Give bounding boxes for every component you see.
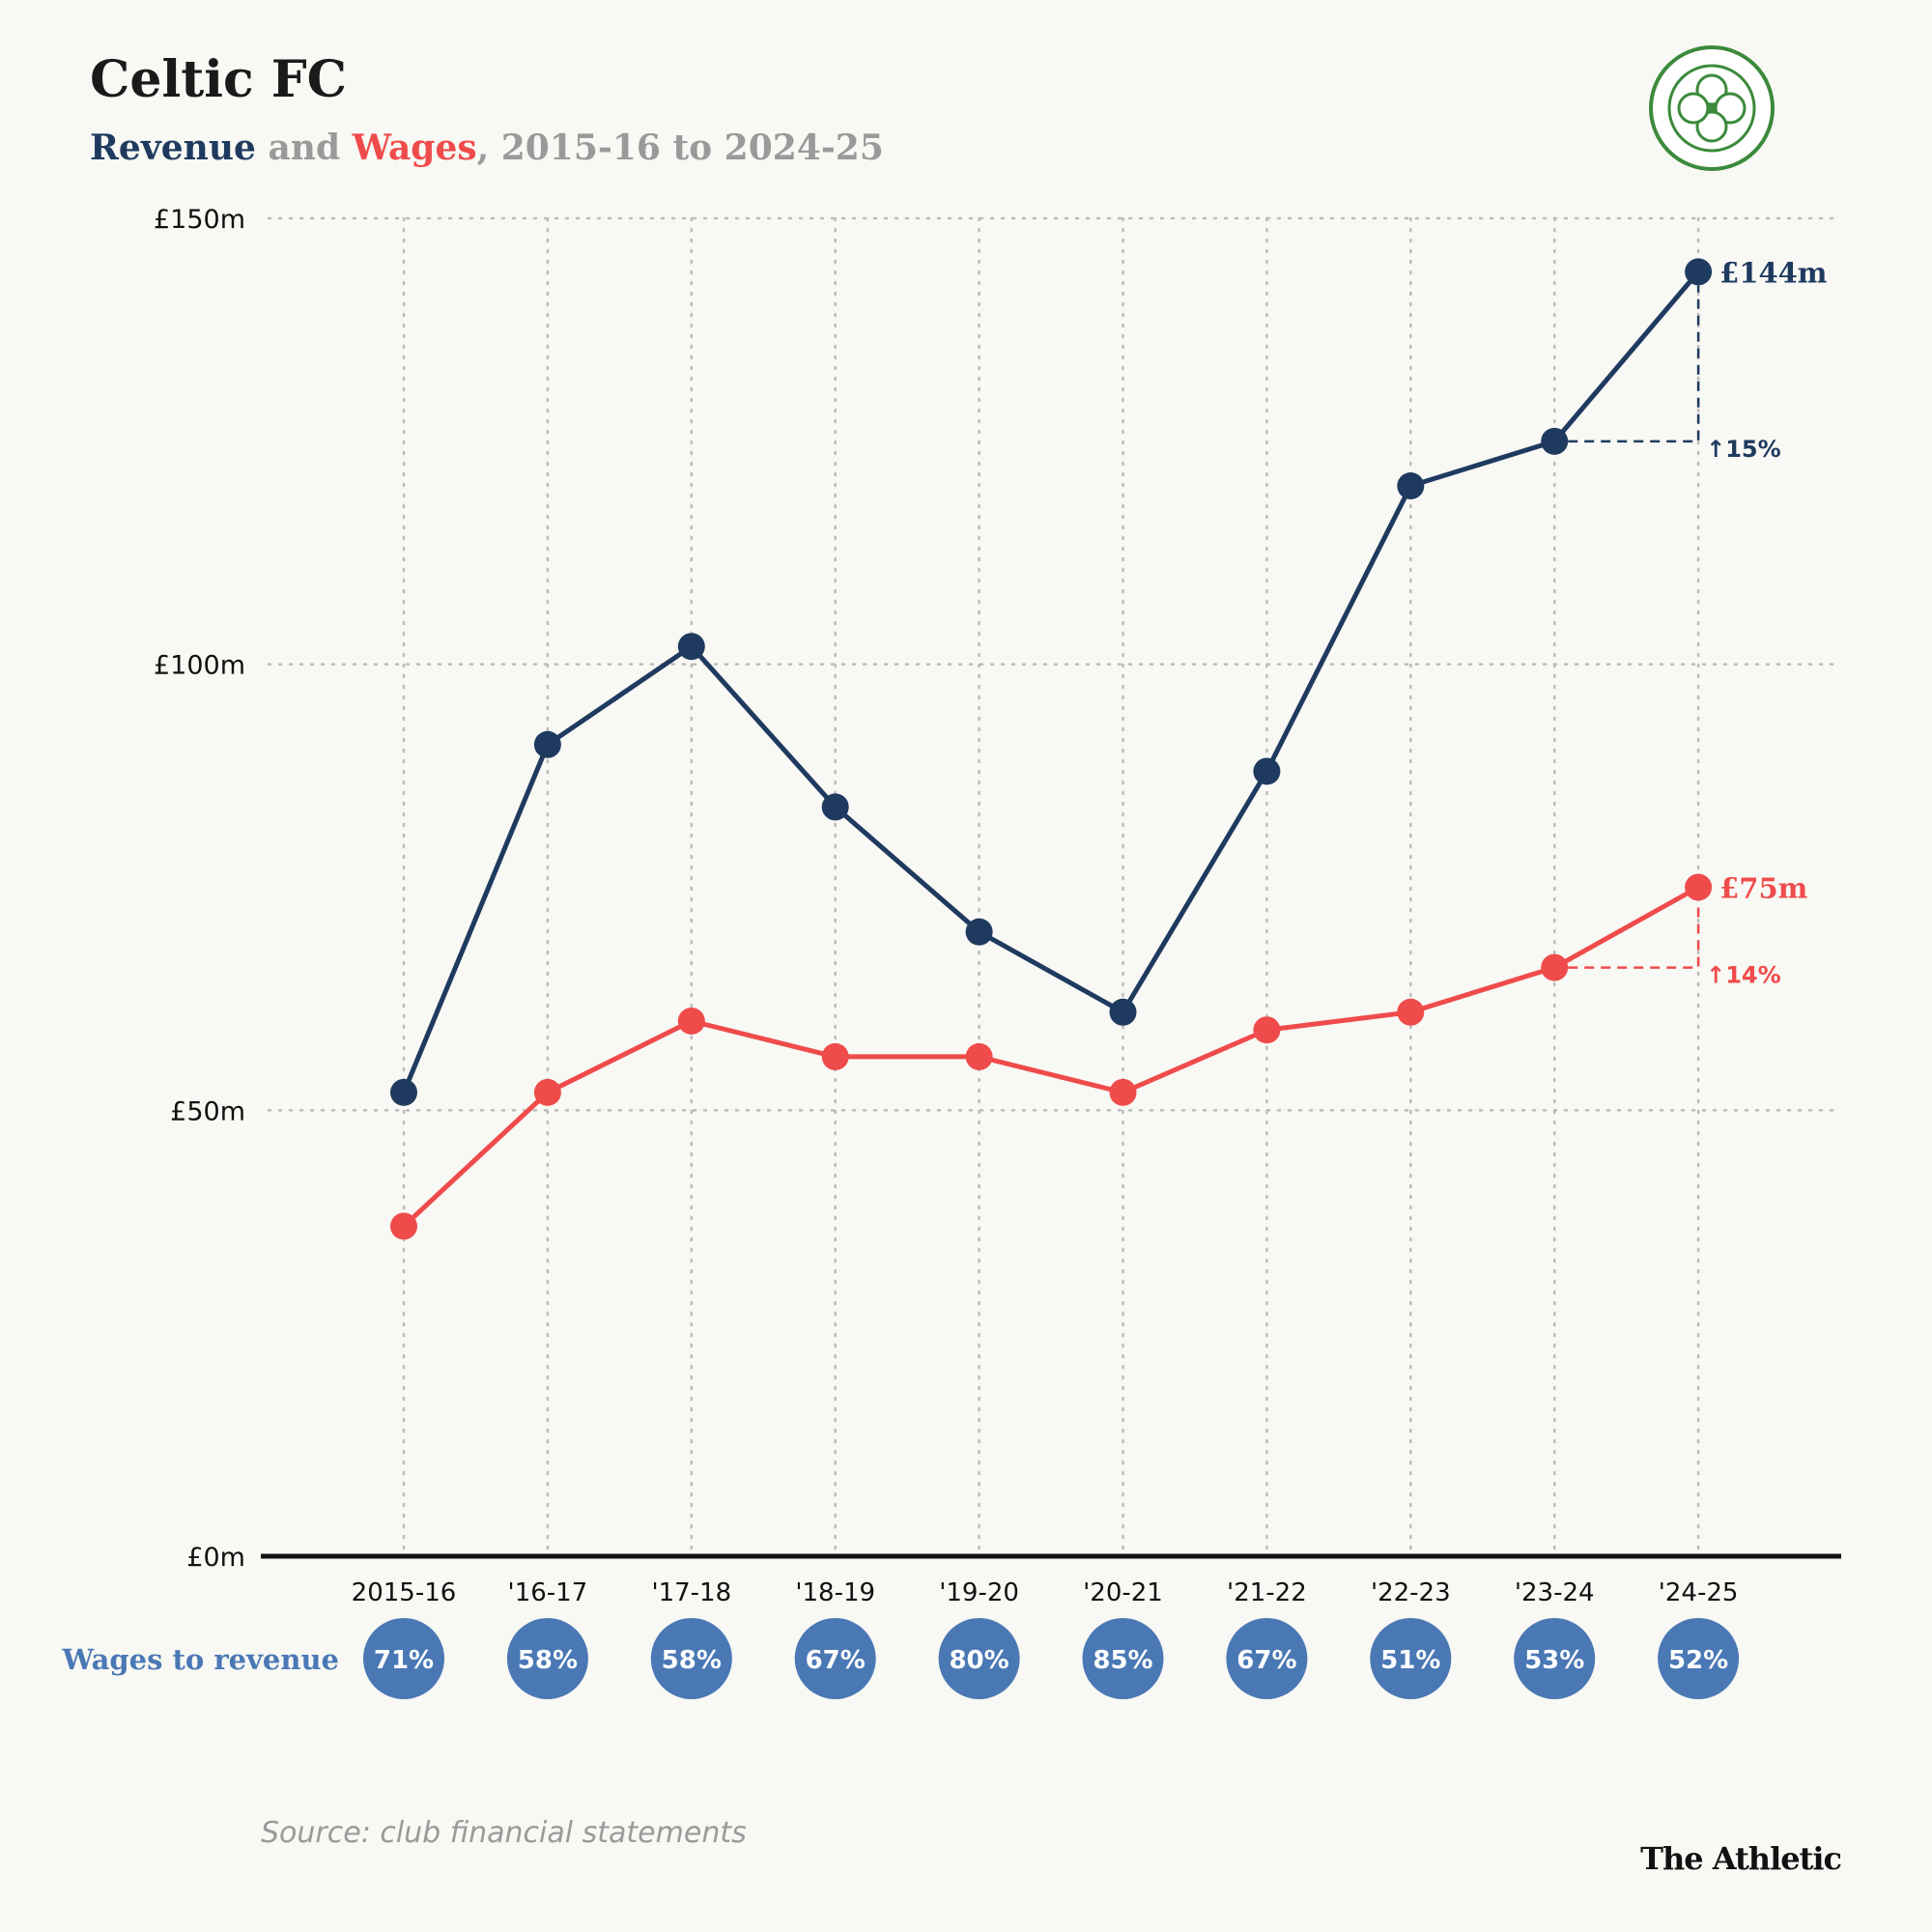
ratio-badge-value: 67% [806, 1646, 866, 1675]
brand-logo-text: The Athletic [1640, 1840, 1842, 1877]
revenue-change-label: ↑15% [1706, 436, 1781, 463]
revenue-point [533, 730, 561, 758]
x-tick-label: '24-25 [1659, 1578, 1739, 1607]
subtitle-revenue: Revenue [90, 128, 256, 168]
wages-point [1541, 953, 1569, 981]
revenue-point [821, 793, 849, 821]
wages-end-label: £75m [1719, 872, 1808, 905]
ratio-badge-value: 58% [662, 1646, 722, 1675]
ratio-badge [363, 1618, 444, 1699]
y-tick-label: £0m [186, 1543, 245, 1573]
ratio-badge-value: 67% [1236, 1646, 1296, 1675]
subtitle-range: , 2015-16 to 2024-25 [476, 128, 884, 168]
ratio-badge [794, 1618, 876, 1699]
revenue-change-bracket [1568, 285, 1700, 443]
revenue-point [390, 1078, 417, 1106]
revenue-point [965, 918, 993, 946]
ratio-badge [938, 1618, 1020, 1699]
ratio-badge-value: 80% [949, 1646, 1009, 1675]
ratio-badge [1514, 1618, 1596, 1699]
ratio-badge [1658, 1618, 1740, 1699]
revenue-line [401, 270, 1701, 1094]
wages-point [1397, 998, 1425, 1026]
ratio-badge-value: 53% [1524, 1646, 1584, 1675]
ratio-badge [1082, 1618, 1164, 1699]
ratio-badge [506, 1618, 588, 1699]
wages-line [402, 885, 1700, 1229]
celtic-crest-logo [1649, 45, 1775, 171]
wages-point [965, 1042, 993, 1070]
wages-point [821, 1042, 849, 1070]
x-tick-label: 2015-16 [352, 1578, 457, 1607]
y-tick-label: £150m [154, 205, 245, 235]
chart-subtitle: Revenue and Wages, 2015-16 to 2024-25 [90, 128, 884, 168]
wages-point [533, 1078, 561, 1106]
ratio-badge-value: 52% [1668, 1646, 1728, 1675]
wages-point [390, 1212, 417, 1240]
subtitle-and: and [255, 128, 353, 168]
source-note: Source: club financial statements [261, 1816, 747, 1850]
wages-point [1685, 873, 1713, 901]
revenue-point [677, 633, 705, 661]
wages-point [677, 1008, 705, 1035]
ratio-badge [1370, 1618, 1452, 1699]
wages-change-label: ↑14% [1706, 962, 1781, 989]
y-tick-label: £50m [170, 1096, 245, 1126]
x-tick-label: '18-19 [795, 1578, 875, 1607]
ratio-badge-value: 71% [374, 1646, 434, 1675]
x-tick-label: '22-23 [1371, 1578, 1451, 1607]
y-tick-label: £100m [154, 651, 245, 681]
x-tick-label: '21-22 [1227, 1578, 1307, 1607]
ratio-badge-value: 51% [1380, 1646, 1440, 1675]
wages-point [1109, 1078, 1137, 1106]
ratio-badge [650, 1618, 732, 1699]
revenue-end-label: £144m [1719, 256, 1828, 289]
revenue-point [1397, 472, 1425, 499]
revenue-point [1253, 757, 1281, 785]
chart-title: Celtic FC [90, 50, 348, 109]
ratio-badge-value: 85% [1093, 1646, 1152, 1675]
x-tick-label: '16-17 [508, 1578, 588, 1607]
x-tick-label: '17-18 [651, 1578, 731, 1607]
revenue-point [1109, 998, 1137, 1026]
wages-to-revenue-label: Wages to revenue [62, 1643, 339, 1676]
revenue-point [1685, 258, 1713, 286]
wages-point [1253, 1016, 1281, 1044]
revenue-point [1541, 427, 1569, 455]
x-tick-label: '23-24 [1515, 1578, 1595, 1607]
subtitle-wages: Wages [352, 128, 477, 168]
x-tick-label: '20-21 [1083, 1578, 1163, 1607]
wages-change-bracket [1568, 900, 1700, 969]
x-tick-label: '19-20 [939, 1578, 1019, 1607]
ratio-badge [1226, 1618, 1308, 1699]
ratio-badge-value: 58% [518, 1646, 578, 1675]
